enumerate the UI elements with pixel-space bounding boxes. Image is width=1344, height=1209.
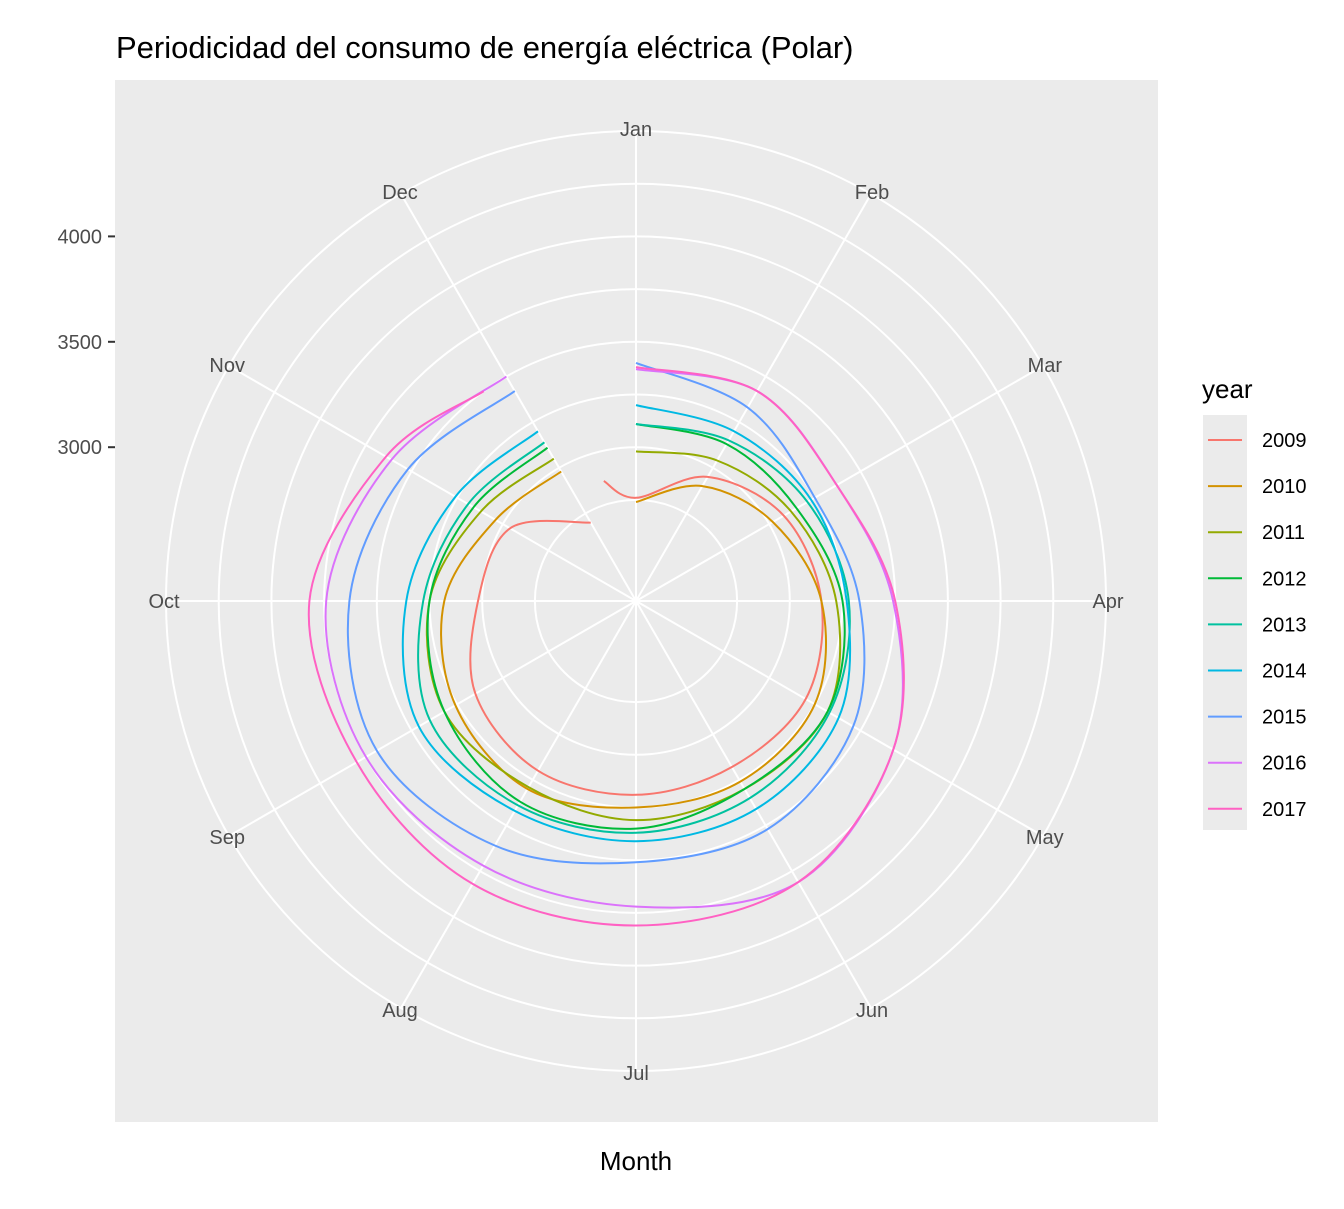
x-axis-title: Month (600, 1146, 672, 1176)
month-label: Oct (148, 591, 180, 613)
series-line-2015 (346, 361, 866, 865)
month-label: Mar (1028, 355, 1063, 377)
legend-label-2011: 2011 (1262, 522, 1305, 544)
series-line-2012 (426, 423, 846, 830)
grid-spoke (635, 600, 1044, 837)
legend-label-2016: 2016 (1262, 753, 1307, 775)
month-label: Jan (620, 119, 652, 141)
month-label: Feb (855, 182, 889, 204)
legend-title: year (1202, 374, 1253, 404)
series-line-2014 (401, 404, 852, 843)
legend-label-2017: 2017 (1262, 799, 1307, 821)
month-label: May (1026, 827, 1064, 849)
month-label: Aug (382, 1000, 418, 1022)
polar-grid (165, 130, 1107, 1072)
series-line-2013 (417, 423, 851, 834)
y-axis: 3000 3500 4000 (58, 226, 115, 459)
series-layer (307, 361, 905, 927)
month-label: Jul (623, 1063, 649, 1085)
legend-label-2009: 2009 (1262, 430, 1307, 452)
legend-label-2013: 2013 (1262, 614, 1307, 636)
legend-label-2014: 2014 (1262, 661, 1307, 683)
grid-spoke (228, 600, 637, 837)
legend-label-2010: 2010 (1262, 476, 1307, 498)
grid-spoke (635, 193, 872, 602)
month-labels: Jan Feb Mar Apr May Jun Jul Aug Sep Oct Nov Dec (148, 119, 1123, 1085)
grid-spoke (635, 365, 1044, 602)
series-line-2010 (440, 470, 827, 809)
legend-key-background (1203, 415, 1247, 830)
month-label: Nov (209, 355, 245, 377)
legend-label-2015: 2015 (1262, 707, 1307, 729)
month-label: Sep (209, 827, 245, 849)
month-label: Apr (1092, 591, 1123, 613)
y-tick-label: 3000 (58, 437, 103, 459)
chart-title: Periodicidad del consumo de energía eléc… (116, 30, 854, 65)
grid-spoke (635, 600, 872, 1009)
grid-spoke (400, 600, 637, 1009)
month-label: Dec (382, 182, 418, 204)
y-tick-label: 4000 (58, 226, 103, 248)
grid-spoke (400, 193, 637, 602)
legend: year 2009 2010 2011 2012 2013 2014 2015 2016 201… (1202, 374, 1307, 830)
y-tick-label: 3500 (58, 332, 103, 354)
series-line-2009 (469, 475, 824, 796)
series-line-2017 (307, 366, 905, 927)
grid-spoke (228, 365, 637, 602)
month-label: Jun (856, 1000, 888, 1022)
legend-label-2012: 2012 (1262, 568, 1307, 590)
